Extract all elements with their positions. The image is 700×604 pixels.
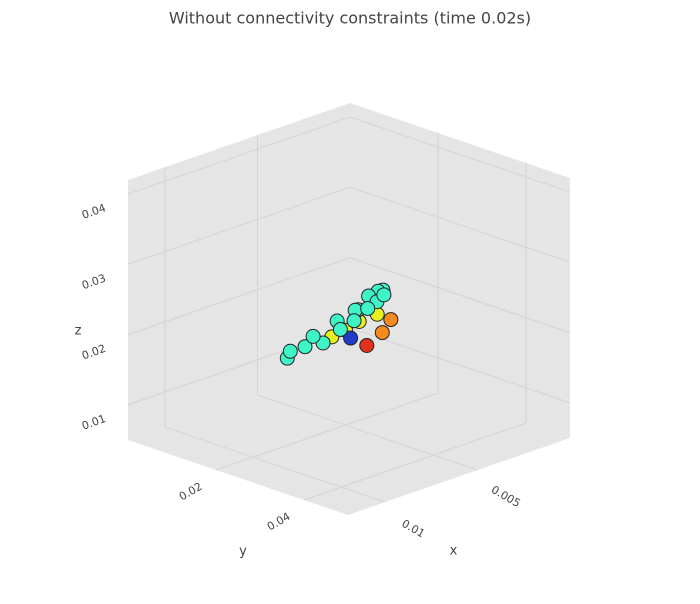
y-tick-label: 0.04 — [265, 510, 293, 534]
grid-line — [257, 394, 478, 471]
z-tick-label: 0.01 — [80, 412, 107, 433]
point — [374, 325, 390, 341]
point — [343, 330, 359, 346]
grid-line — [349, 186, 571, 263]
grid-line — [215, 392, 439, 471]
point — [297, 339, 313, 355]
z-tick-label: 0.02 — [80, 342, 107, 363]
point — [346, 313, 362, 329]
back-wall — [350, 103, 570, 438]
x-tick-label: 0.01 — [399, 517, 427, 541]
chart-title: Without connectivity constraints (time 0… — [169, 9, 531, 28]
grid-line — [127, 257, 351, 336]
z-tick-label: 0.03 — [80, 272, 107, 293]
grid-line — [164, 426, 386, 503]
y-tick-label: 0.02 — [177, 480, 205, 504]
z-tick-label: 0.04 — [80, 201, 107, 222]
grid-line — [303, 422, 527, 501]
grid-line — [349, 257, 571, 334]
point — [359, 337, 375, 353]
point — [282, 343, 298, 359]
y-axis-title: y — [239, 544, 247, 559]
grid-line — [349, 327, 571, 404]
point — [332, 321, 348, 337]
point — [360, 300, 376, 316]
x-tick-label: 0.005 — [489, 483, 523, 510]
floor — [128, 363, 570, 515]
point — [383, 312, 399, 328]
x-axis-title: x — [450, 543, 458, 558]
grid-line — [349, 116, 571, 193]
z-axis-title: z — [75, 324, 82, 339]
grid-line — [127, 116, 351, 195]
point — [376, 287, 392, 303]
point — [305, 328, 321, 344]
grid-line — [127, 186, 351, 265]
